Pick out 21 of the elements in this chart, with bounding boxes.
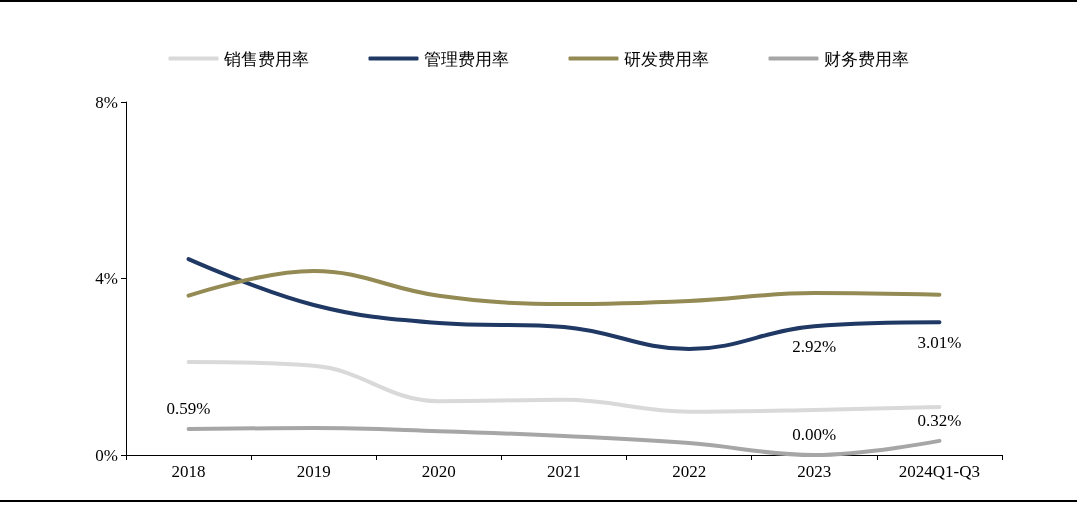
x-tick-label: 2021 xyxy=(547,462,581,481)
legend-label: 财务费用率 xyxy=(823,48,909,69)
y-tick-label: 8% xyxy=(95,92,118,112)
line-series xyxy=(186,426,942,457)
x-tick-label: 2020 xyxy=(421,462,456,481)
data-label: 3.01% xyxy=(917,333,962,353)
legend-label: 管理费用率 xyxy=(423,48,509,69)
line-series xyxy=(186,269,942,307)
x-tick-label: 2024Q1-Q3 xyxy=(898,462,981,481)
legend-label: 销售费用率 xyxy=(222,48,309,69)
x-tick-label: 2019 xyxy=(296,462,331,481)
x-tick-label: 2022 xyxy=(672,462,707,481)
data-label: 0.59% xyxy=(166,398,211,418)
y-tick-label: 0% xyxy=(95,445,118,465)
x-tick-label: 2018 xyxy=(171,462,206,481)
data-label: 0.32% xyxy=(917,410,962,430)
data-label: 0.00% xyxy=(792,425,837,444)
y-tick-label: 4% xyxy=(95,269,118,288)
x-tick-label: 2023 xyxy=(797,462,832,481)
legend-label: 研发费用率 xyxy=(623,48,709,69)
data-label: 2.92% xyxy=(792,337,837,357)
